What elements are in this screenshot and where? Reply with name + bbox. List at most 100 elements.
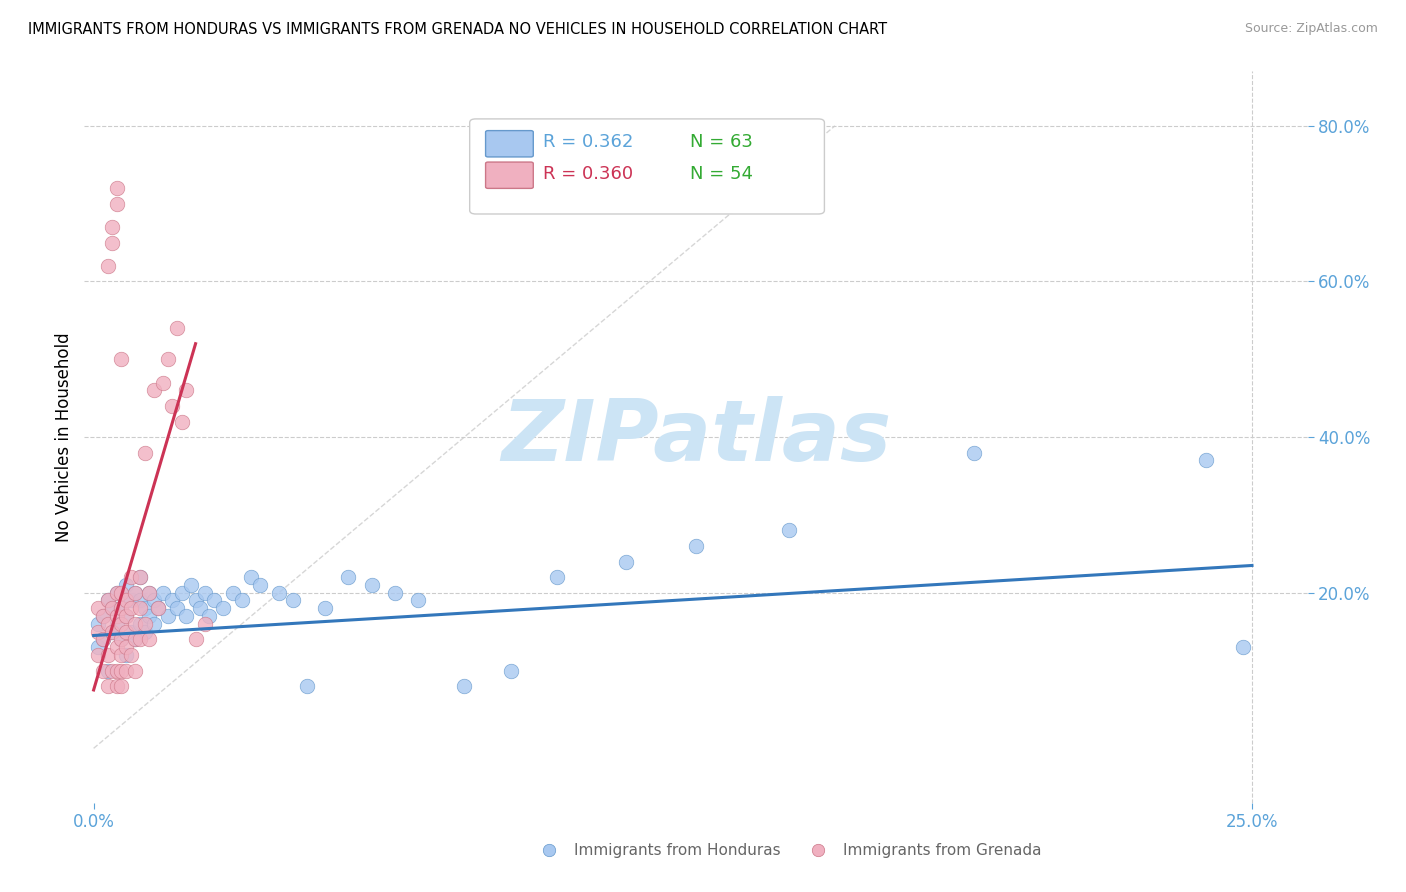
Point	[115, 648, 138, 662]
Point	[105, 664, 128, 678]
Point	[96, 648, 118, 662]
Point	[120, 624, 142, 639]
Point	[129, 632, 152, 647]
Point	[110, 648, 132, 662]
Point	[148, 601, 170, 615]
Point	[180, 578, 202, 592]
Point	[129, 570, 152, 584]
Point	[101, 235, 124, 250]
Point	[453, 679, 475, 693]
Point	[134, 601, 156, 615]
Point	[166, 601, 188, 615]
Point	[110, 632, 132, 647]
Point	[115, 664, 138, 678]
Point	[152, 585, 174, 599]
Point	[115, 609, 138, 624]
Point	[778, 524, 800, 538]
Point	[101, 624, 124, 639]
Point	[134, 624, 156, 639]
Point	[110, 664, 132, 678]
Point	[101, 601, 124, 615]
Text: R = 0.362: R = 0.362	[543, 133, 634, 152]
Point	[96, 593, 118, 607]
Point	[124, 585, 146, 599]
Point	[1232, 640, 1254, 655]
Point	[170, 415, 193, 429]
FancyBboxPatch shape	[485, 130, 533, 157]
Point	[91, 664, 114, 678]
Point	[384, 585, 406, 599]
Point	[96, 664, 118, 678]
Point	[162, 399, 184, 413]
Point	[170, 585, 193, 599]
Point	[406, 593, 429, 607]
Point	[240, 570, 263, 584]
Point	[685, 539, 707, 553]
Point	[138, 585, 160, 599]
Point	[337, 570, 360, 584]
Point	[184, 632, 207, 647]
Point	[96, 679, 118, 693]
Point	[101, 219, 124, 234]
Point	[91, 609, 114, 624]
Text: N = 54: N = 54	[690, 165, 752, 183]
Point	[91, 632, 114, 647]
Point	[87, 624, 110, 639]
Point	[124, 632, 146, 647]
Point	[360, 578, 382, 592]
Point	[110, 601, 132, 615]
Point	[212, 601, 235, 615]
Point	[120, 601, 142, 615]
Point	[105, 585, 128, 599]
Point	[105, 196, 128, 211]
Point	[152, 376, 174, 390]
Point	[96, 616, 118, 631]
Point	[124, 585, 146, 599]
Point	[87, 616, 110, 631]
Point	[115, 624, 138, 639]
Point	[616, 555, 638, 569]
Point	[138, 585, 160, 599]
Point	[134, 616, 156, 631]
Point	[105, 616, 128, 631]
Point	[120, 593, 142, 607]
Point	[101, 624, 124, 639]
Point	[194, 585, 217, 599]
Point	[129, 616, 152, 631]
Point	[115, 593, 138, 607]
Point	[188, 601, 211, 615]
Point	[87, 601, 110, 615]
Point	[314, 601, 336, 615]
Point	[546, 570, 568, 584]
Text: Source: ZipAtlas.com: Source: ZipAtlas.com	[1244, 22, 1378, 36]
FancyBboxPatch shape	[485, 162, 533, 188]
Point	[129, 593, 152, 607]
Point	[174, 609, 197, 624]
Text: IMMIGRANTS FROM HONDURAS VS IMMIGRANTS FROM GRENADA NO VEHICLES IN HOUSEHOLD COR: IMMIGRANTS FROM HONDURAS VS IMMIGRANTS F…	[28, 22, 887, 37]
Point	[156, 352, 179, 367]
Point	[963, 445, 986, 459]
Point	[110, 352, 132, 367]
Point	[115, 640, 138, 655]
Point	[120, 648, 142, 662]
Point	[138, 632, 160, 647]
Point	[96, 593, 118, 607]
Point	[105, 609, 128, 624]
Point	[91, 609, 114, 624]
Point	[124, 664, 146, 678]
Point	[110, 632, 132, 647]
Point	[198, 609, 221, 624]
Point	[148, 601, 170, 615]
Point	[162, 593, 184, 607]
Point	[110, 585, 132, 599]
Point	[105, 640, 128, 655]
Point	[96, 259, 118, 273]
Point	[231, 593, 253, 607]
Point	[156, 609, 179, 624]
Y-axis label: No Vehicles in Household: No Vehicles in Household	[55, 332, 73, 542]
Point	[1195, 453, 1218, 467]
Text: Immigrants from Grenada: Immigrants from Grenada	[842, 843, 1042, 858]
Point	[87, 640, 110, 655]
Point	[267, 585, 290, 599]
Point	[166, 321, 188, 335]
